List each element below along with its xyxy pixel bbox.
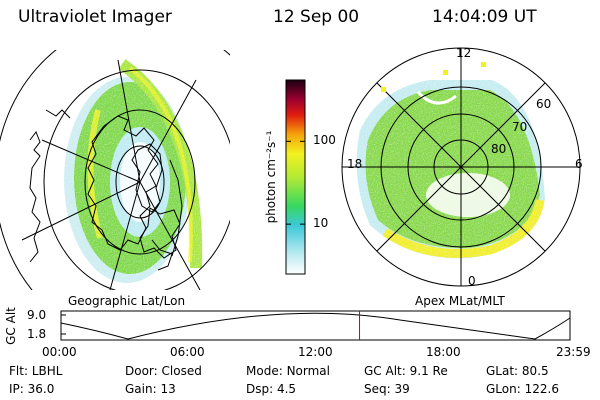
mlat-grid xyxy=(341,47,581,287)
instrument-title: Ultraviolet Imager xyxy=(18,7,172,27)
mlt-label-0: 0 xyxy=(468,274,476,288)
altitude-ytick-top: 9.0 xyxy=(27,308,47,322)
altitude-curve xyxy=(60,312,571,340)
info-mode: Mode: Normal xyxy=(246,364,330,378)
colorbar xyxy=(285,79,306,275)
lat-lon-grid xyxy=(0,50,230,290)
info-seq: Seq: 39 xyxy=(364,382,410,396)
colorbar-tick-label: 10 xyxy=(313,216,329,231)
hot-pixel xyxy=(443,70,448,75)
colorbar-tick-label: 100 xyxy=(313,133,336,148)
xtick-label: 00:00 xyxy=(42,345,77,359)
mlt-label-6: 6 xyxy=(575,157,583,171)
info-gain: Gain: 13 xyxy=(125,382,176,396)
right-panel-label: Apex MLat/MLT xyxy=(415,294,505,308)
info-flt: Flt: LBHL xyxy=(9,364,63,378)
time-label: 14:04:09 UT xyxy=(432,7,537,27)
info-gc-alt: GC Alt: 9.1 Re xyxy=(364,364,448,378)
hot-pixel xyxy=(381,87,386,92)
meridian xyxy=(117,59,141,183)
altitude-ylabel: GC Alt xyxy=(4,307,18,345)
info-glat: GLat: 80.5 xyxy=(486,364,549,378)
hot-pixel xyxy=(481,62,486,67)
geographic-map xyxy=(0,50,230,290)
info-glon: GLon: 122.6 xyxy=(486,382,559,396)
meridian xyxy=(139,181,201,290)
noise-overlay xyxy=(0,50,230,290)
left-panel-label: Geographic Lat/Lon xyxy=(68,294,186,308)
altitude-plot-frame xyxy=(60,310,571,341)
mlat-label-70: 70 xyxy=(512,120,528,134)
info-dsp: Dsp: 4.5 xyxy=(246,382,297,396)
meridian xyxy=(109,181,141,290)
xtick-label: 23:59 xyxy=(556,345,591,359)
latitude-circle xyxy=(43,69,230,290)
xtick-label: 18:00 xyxy=(426,345,461,359)
meridian xyxy=(41,139,141,183)
xtick-label: 12:00 xyxy=(298,345,333,359)
apex-polar-plot xyxy=(341,47,581,287)
meridian xyxy=(21,181,141,241)
colorbar-ticks xyxy=(286,140,305,225)
mlt-label-18: 18 xyxy=(347,157,363,171)
coastlines xyxy=(29,109,183,271)
mlat-label-60: 60 xyxy=(536,97,552,111)
meridian xyxy=(139,79,197,183)
info-ip: IP: 36.0 xyxy=(9,382,55,396)
mlt-line-diag xyxy=(376,82,546,252)
latitude-circle xyxy=(115,145,165,219)
altitude-plot xyxy=(60,310,571,341)
xtick-label: 06:00 xyxy=(170,345,205,359)
mlt-label-12: 12 xyxy=(456,46,472,60)
info-door: Door: Closed xyxy=(125,364,202,378)
date-label: 12 Sep 00 xyxy=(273,7,360,27)
latitude-circle xyxy=(84,109,196,255)
altitude-ytick-bottom: 1.8 xyxy=(27,327,47,341)
mlat-label-80: 80 xyxy=(491,142,507,156)
colorbar-unit-label: photon cm⁻²s⁻¹ xyxy=(264,130,278,224)
